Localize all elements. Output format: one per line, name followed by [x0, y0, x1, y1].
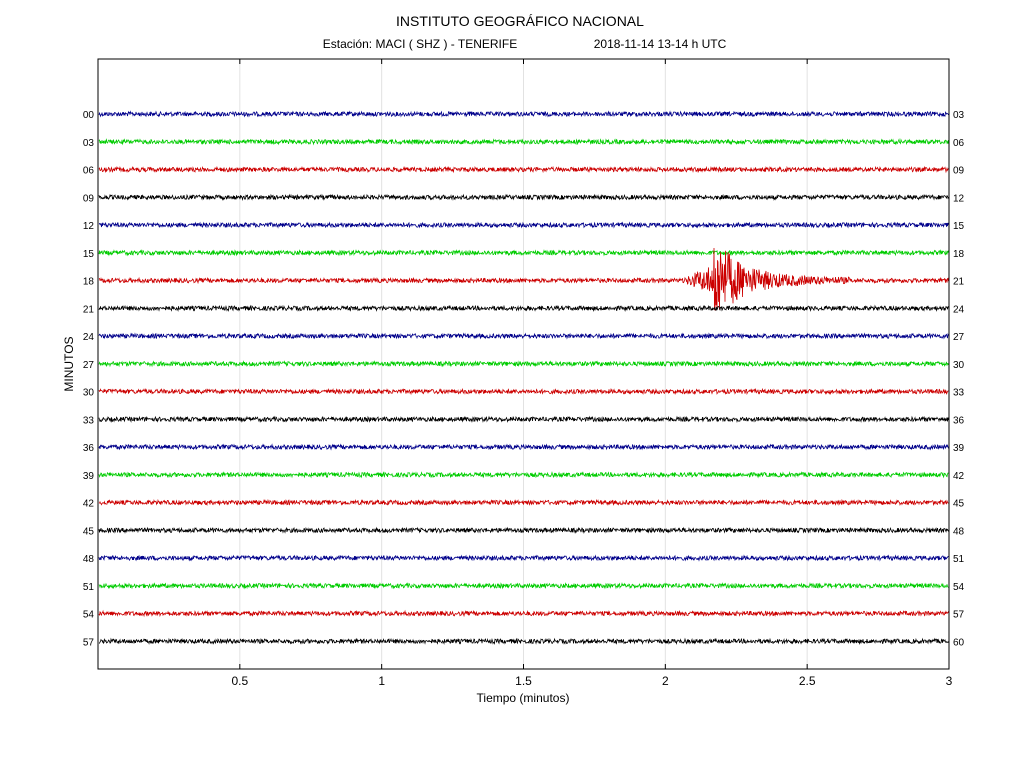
trace-start-label: 12 — [83, 221, 95, 232]
x-tick-label: 2 — [662, 674, 669, 688]
trace-end-label: 57 — [953, 610, 965, 621]
trace-start-label: 33 — [83, 415, 95, 426]
seismic-trace-12 — [98, 221, 949, 229]
trace-end-label: 60 — [953, 637, 965, 648]
trace-start-label: 27 — [83, 360, 95, 371]
trace-end-label: 18 — [953, 249, 965, 260]
trace-start-label: 00 — [83, 110, 95, 121]
x-tick-label: 1.5 — [515, 674, 532, 688]
trace-end-label: 06 — [953, 138, 965, 149]
trace-end-label: 48 — [953, 526, 965, 537]
seismic-trace-33 — [98, 415, 949, 423]
trace-start-label: 30 — [83, 388, 95, 399]
trace-end-label: 03 — [953, 110, 965, 121]
seismic-trace-54 — [98, 609, 949, 618]
trace-start-label: 48 — [83, 554, 95, 565]
trace-start-label: 06 — [83, 166, 95, 177]
trace-start-label: 45 — [83, 526, 95, 537]
seismic-trace-30 — [98, 387, 949, 396]
x-tick-label: 0.5 — [231, 674, 248, 688]
trace-end-label: 54 — [953, 582, 965, 593]
trace-start-label: 15 — [83, 249, 95, 260]
y-axis-label: MINUTOS — [62, 336, 76, 391]
left-minute-labels: 00 03 06 09 12 15 18 21 24 27 30 33 36 39 42 45 48 51 54 57 — [83, 110, 95, 648]
trace-start-label: 54 — [83, 610, 95, 621]
seismic-trace-36 — [98, 443, 949, 451]
seismic-trace-24 — [98, 332, 949, 340]
trace-start-label: 24 — [83, 332, 95, 343]
x-axis-label: Tiempo (minutos) — [477, 691, 570, 705]
trace-end-label: 45 — [953, 499, 965, 510]
trace-end-label: 39 — [953, 443, 965, 454]
chart-title: INSTITUTO GEOGRÁFICO NACIONAL — [396, 13, 644, 29]
trace-start-label: 51 — [83, 582, 95, 593]
trace-end-label: 12 — [953, 193, 965, 204]
seismic-trace-00 — [98, 110, 949, 118]
trace-end-label: 09 — [953, 166, 965, 177]
seismic-trace-15 — [98, 249, 949, 257]
station-label: Estación: MACI ( SHZ ) - TENERIFE — [323, 37, 517, 51]
trace-start-label: 42 — [83, 499, 95, 510]
x-tick-label: 3 — [946, 674, 953, 688]
trace-end-label: 27 — [953, 332, 965, 343]
trace-start-label: 39 — [83, 471, 95, 482]
trace-end-label: 24 — [953, 304, 965, 315]
time-range-label: 2018-11-14 13-14 h UTC — [594, 37, 727, 51]
trace-start-label: 09 — [83, 193, 95, 204]
trace-group — [98, 110, 949, 645]
seismic-trace-03 — [98, 138, 949, 146]
x-tick-label: 2.5 — [799, 674, 816, 688]
seismic-trace-57 — [98, 637, 949, 645]
trace-end-label: 15 — [953, 221, 965, 232]
seismic-trace-09 — [98, 193, 949, 201]
seismic-trace-45 — [98, 526, 949, 534]
seismic-trace-21 — [98, 304, 949, 312]
seismic-trace-48 — [98, 554, 949, 562]
seismic-trace-27 — [98, 360, 949, 368]
trace-end-label: 33 — [953, 388, 965, 399]
trace-start-label: 21 — [83, 304, 95, 315]
trace-end-label: 30 — [953, 360, 965, 371]
trace-end-label: 36 — [953, 415, 965, 426]
seismic-trace-51 — [98, 582, 949, 590]
trace-end-label: 51 — [953, 554, 965, 565]
trace-start-label: 03 — [83, 138, 95, 149]
trace-end-label: 42 — [953, 471, 965, 482]
x-tick-label: 1 — [378, 674, 385, 688]
seismic-trace-42 — [98, 498, 949, 507]
trace-start-label: 36 — [83, 443, 95, 454]
seismic-trace-39 — [98, 471, 949, 479]
right-minute-labels: 03 06 09 12 15 18 21 24 27 30 33 36 39 42 45 48 51 54 57 60 — [953, 110, 965, 648]
trace-start-label: 57 — [83, 637, 95, 648]
x-axis-ticks: 0.5 1 1.5 2 2.5 3 — [231, 59, 953, 688]
seismic-trace-18 — [98, 247, 949, 311]
trace-start-label: 18 — [83, 277, 95, 288]
trace-end-label: 21 — [953, 277, 965, 288]
seismic-trace-06 — [98, 165, 949, 174]
